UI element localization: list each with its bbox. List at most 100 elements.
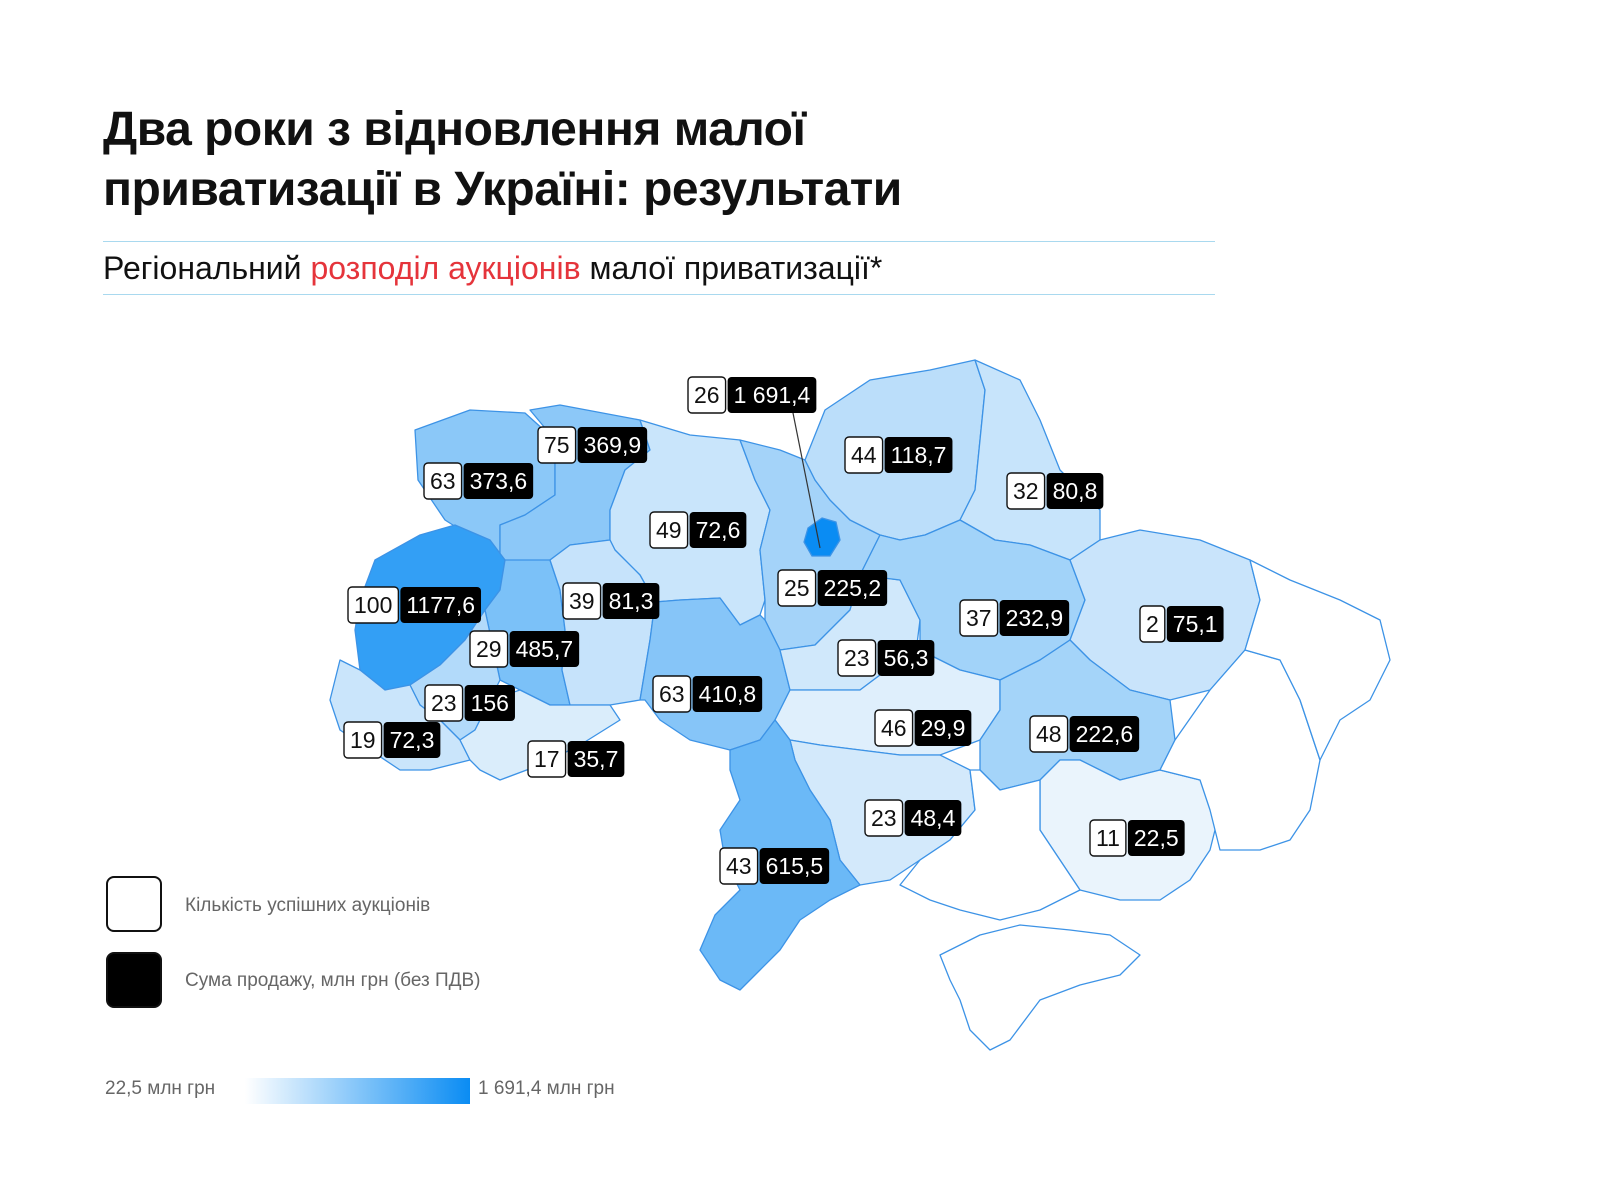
- sales-sum-label: 156: [471, 690, 509, 716]
- subtitle-bar: Регіональний розподіл аукціонів малої пр…: [103, 241, 1215, 295]
- auction-count-label: 43: [726, 853, 752, 879]
- sales-sum-box: [567, 741, 625, 777]
- auction-count-box: [777, 569, 817, 607]
- region-label-kharkiv: 2 75,1: [1139, 605, 1224, 643]
- sales-sum-label: 1177,6: [406, 592, 475, 618]
- auction-count-box: [1089, 819, 1127, 857]
- region-label-mykolaiv: 23 48,4: [864, 799, 962, 837]
- sales-sum-label: 75,1: [1173, 611, 1218, 637]
- auction-count-box: [959, 599, 999, 637]
- auction-count-label: 11: [1096, 825, 1120, 851]
- sales-sum-box: [1069, 716, 1140, 752]
- sales-sum-box: [1127, 820, 1185, 856]
- subtitle-highlight: розподіл аукціонів: [310, 250, 581, 286]
- auction-count-box: [1029, 715, 1069, 753]
- region-label-poltava: 37 232,9: [959, 599, 1070, 637]
- region-label-kyiv-oblast: 25 225,2: [777, 569, 888, 607]
- auction-count-box: [469, 630, 509, 668]
- region-label-zaporizhzhia: 11 22,5: [1089, 819, 1185, 857]
- sales-sum-box: [400, 587, 482, 623]
- sales-sum-label: 232,9: [1006, 605, 1064, 631]
- sales-sum-box: [1166, 606, 1224, 642]
- sales-sum-label: 118,7: [891, 442, 947, 468]
- auction-count-label: 48: [1036, 721, 1062, 747]
- scale-min-label: 22,5 млн грн: [105, 1078, 216, 1099]
- auction-count-box: [1139, 605, 1166, 643]
- auction-count-box: [844, 436, 884, 474]
- auction-count-box: [562, 582, 602, 620]
- region-luhansk: [1244, 559, 1391, 761]
- region-label-sumy: 32 80,8: [1006, 472, 1104, 510]
- legend-count-swatch: [106, 876, 162, 932]
- auction-count-label: 19: [350, 727, 376, 753]
- subtitle: Регіональний розподіл аукціонів малої пр…: [103, 248, 882, 288]
- region-label-ternopil: 29 485,7: [469, 630, 580, 668]
- auction-count-box: [537, 426, 577, 464]
- region-label-dnipropetrovsk: 48 222,6: [1029, 715, 1140, 753]
- sales-sum-box: [689, 512, 747, 548]
- leader-lines-layer: [789, 397, 821, 549]
- sales-sum-box: [727, 377, 817, 413]
- auction-count-label: 32: [1013, 478, 1039, 504]
- region-label-cherkasy: 23 56,3: [837, 639, 935, 677]
- region-label-chernihiv: 44 118,7: [844, 436, 953, 474]
- auction-count-box: [687, 376, 727, 414]
- auction-count-box: [652, 675, 692, 713]
- legend-count-label: Кількість успішних аукціонів: [185, 895, 431, 916]
- region-label-vinnytsia: 63 410,8: [652, 675, 763, 713]
- region-kyiv-city: [803, 517, 841, 557]
- title-line-2: приватизації в Україні: результати: [103, 163, 902, 216]
- sales-sum-label: 615,5: [766, 853, 824, 879]
- sales-sum-box: [877, 640, 935, 676]
- auction-count-box: [423, 462, 463, 500]
- sales-sum-label: 369,9: [584, 432, 642, 458]
- subtitle-part-1: Регіональний: [103, 250, 311, 286]
- sales-sum-label: 72,3: [390, 727, 435, 753]
- auction-count-label: 100: [354, 592, 392, 618]
- auction-count-box: [874, 709, 914, 747]
- scale-max-label: 1 691,4 млн грн: [478, 1078, 615, 1099]
- auction-count-box: [424, 684, 464, 722]
- auction-count-box: [347, 586, 400, 624]
- auction-count-box: [343, 721, 383, 759]
- color-scale-bar: [245, 1078, 470, 1104]
- sales-sum-label: 48,4: [911, 805, 956, 831]
- auction-count-box: [649, 511, 689, 549]
- auction-count-label: 63: [430, 468, 456, 494]
- auction-count-label: 63: [659, 681, 685, 707]
- auction-count-label: 44: [851, 442, 877, 468]
- sales-sum-box: [383, 722, 441, 758]
- sales-sum-box: [509, 631, 580, 667]
- leader-line-kyiv-city: [789, 397, 821, 549]
- sales-sum-box: [1046, 473, 1104, 509]
- sales-sum-label: 72,6: [696, 517, 741, 543]
- sales-sum-box: [884, 437, 953, 473]
- auction-count-label: 46: [881, 715, 907, 741]
- sales-sum-box: [999, 600, 1070, 636]
- region-label-ivano-frankivsk: 23 156: [424, 684, 515, 722]
- auction-count-label: 25: [784, 575, 810, 601]
- sales-sum-box: [463, 463, 534, 499]
- auction-count-label: 37: [966, 605, 992, 631]
- sales-sum-label: 56,3: [884, 645, 929, 671]
- auction-count-label: 2: [1146, 611, 1159, 637]
- region-label-khmelnytskyi: 39 81,3: [562, 582, 660, 620]
- sales-sum-label: 81,3: [609, 588, 654, 614]
- sales-sum-label: 225,2: [824, 575, 882, 601]
- region-label-kirovohrad: 46 29,9: [874, 709, 972, 747]
- auction-count-label: 23: [431, 690, 457, 716]
- auction-count-label: 17: [534, 746, 560, 772]
- sales-sum-label: 222,6: [1076, 721, 1134, 747]
- auction-count-box: [1006, 472, 1046, 510]
- auction-count-box: [864, 799, 904, 837]
- region-kherson: [899, 769, 1081, 921]
- legend-sum-swatch: [106, 952, 162, 1008]
- subtitle-part-2: малої приватизації*: [580, 250, 883, 286]
- region-label-lviv: 100 1177,6: [347, 586, 482, 624]
- title-line-1: Два роки з відновлення малої: [103, 103, 806, 156]
- region-label-zhytomyr: 49 72,6: [649, 511, 747, 549]
- page-title: Два роки з відновлення малої приватизаці…: [103, 100, 1203, 220]
- sales-sum-box: [577, 427, 648, 463]
- labels-layer: 63 373,6 75 369,9 49 72,6 26 1 691,4 25 225,2 44 11…: [343, 376, 1224, 885]
